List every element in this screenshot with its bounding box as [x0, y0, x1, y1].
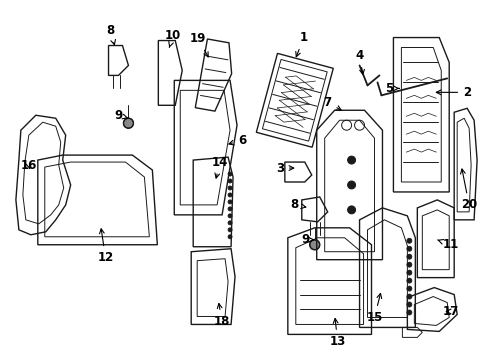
- Circle shape: [347, 156, 356, 164]
- Circle shape: [407, 278, 412, 283]
- Circle shape: [407, 238, 412, 243]
- Text: 4: 4: [355, 49, 365, 75]
- Text: 19: 19: [190, 32, 208, 57]
- Text: 7: 7: [323, 96, 341, 110]
- Text: 12: 12: [98, 229, 114, 264]
- Text: 17: 17: [443, 305, 459, 318]
- Text: 1: 1: [296, 31, 308, 57]
- Text: 16: 16: [21, 158, 37, 172]
- Text: 15: 15: [367, 293, 383, 324]
- Circle shape: [228, 228, 232, 232]
- Text: 9: 9: [114, 109, 128, 122]
- Circle shape: [228, 200, 232, 204]
- Circle shape: [407, 286, 412, 291]
- Circle shape: [228, 172, 232, 176]
- Text: 6: 6: [229, 134, 246, 147]
- Text: 14: 14: [212, 156, 228, 178]
- Circle shape: [407, 310, 412, 315]
- Text: 18: 18: [214, 303, 230, 328]
- Text: 10: 10: [165, 29, 181, 48]
- Text: 8: 8: [291, 198, 306, 211]
- Circle shape: [407, 246, 412, 251]
- Circle shape: [228, 221, 232, 225]
- Text: 13: 13: [329, 319, 346, 348]
- Circle shape: [228, 235, 232, 239]
- Circle shape: [310, 240, 319, 250]
- Circle shape: [228, 179, 232, 183]
- Circle shape: [228, 214, 232, 218]
- Circle shape: [347, 206, 356, 214]
- Circle shape: [228, 193, 232, 197]
- Text: 20: 20: [461, 169, 477, 211]
- Circle shape: [407, 254, 412, 259]
- Text: 3: 3: [276, 162, 294, 175]
- Circle shape: [407, 262, 412, 267]
- Text: 11: 11: [438, 238, 459, 251]
- Text: 2: 2: [436, 86, 471, 99]
- Text: 9: 9: [302, 233, 314, 246]
- Circle shape: [228, 207, 232, 211]
- Text: 5: 5: [385, 82, 399, 95]
- Circle shape: [407, 302, 412, 307]
- Circle shape: [228, 186, 232, 190]
- Text: 8: 8: [106, 24, 116, 45]
- Circle shape: [347, 181, 356, 189]
- Circle shape: [407, 294, 412, 299]
- Circle shape: [123, 118, 133, 128]
- Circle shape: [407, 270, 412, 275]
